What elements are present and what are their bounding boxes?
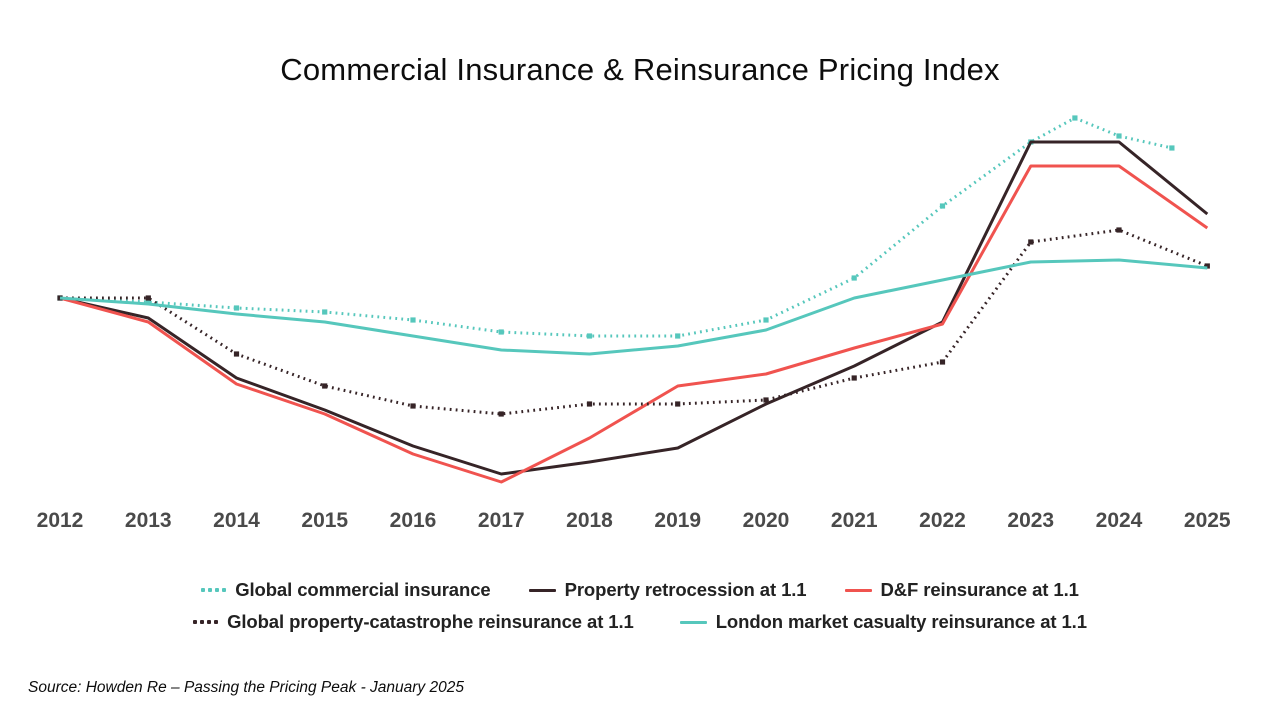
series-marker-global-commercial-insurance (939, 203, 946, 209)
series-marker-global-property-catastrophe-reinsurance-at-1-1 (1116, 227, 1122, 233)
legend-row-2: Global property-catastrophe reinsurance … (0, 611, 1280, 633)
legend-swatch-dotted-icon (201, 588, 227, 592)
x-axis-label-2022: 2022 (919, 509, 966, 532)
series-marker-global-commercial-insurance (851, 275, 857, 281)
legend-item-d-f-reinsurance-at-1-1: D&F reinsurance at 1.1 (844, 579, 1079, 601)
x-axis-label-2013: 2013 (124, 509, 172, 532)
legend-label: Global commercial insurance (235, 579, 491, 600)
series-marker-global-property-catastrophe-reinsurance-at-1-1 (939, 359, 946, 365)
series-line-global-commercial-insurance (59, 116, 1173, 338)
x-axis-label-2015: 2015 (301, 509, 349, 532)
series-marker-global-commercial-insurance (1116, 133, 1122, 139)
series-marker-global-property-catastrophe-reinsurance-at-1-1 (233, 351, 240, 357)
legend-item-global-commercial-insurance: Global commercial insurance (201, 579, 491, 601)
legend-swatch-solid-icon (679, 620, 707, 624)
chart-title: Commercial Insurance & Reinsurance Prici… (280, 52, 1000, 87)
legend-label: Property retrocession at 1.1 (564, 579, 807, 600)
series-line-london-market-casualty-reinsurance-at-1-1 (59, 258, 1208, 356)
series-marker-global-commercial-insurance (675, 333, 681, 339)
legend-item-london-market-casualty-reinsurance-at-1-1: London market casualty reinsurance at 1.… (679, 611, 1087, 633)
legend-row-1: Global commercial insurance Property retr… (0, 579, 1280, 601)
series-marker-global-property-catastrophe-reinsurance-at-1-1 (763, 397, 769, 403)
series-marker-global-commercial-insurance (410, 317, 416, 323)
series-marker-global-commercial-insurance (145, 299, 151, 305)
series-marker-global-property-catastrophe-reinsurance-at-1-1 (145, 295, 151, 301)
x-axis-label-2020: 2020 (742, 509, 790, 532)
series-marker-global-commercial-insurance (322, 309, 328, 315)
series-marker-global-property-catastrophe-reinsurance-at-1-1 (586, 401, 593, 407)
x-axis-label-2023: 2023 (1007, 509, 1055, 532)
series-line-global-property-catastrophe-reinsurance-at-1-1 (60, 228, 1208, 416)
series-marker-global-property-catastrophe-reinsurance-at-1-1 (322, 383, 328, 389)
series-marker-global-property-catastrophe-reinsurance-at-1-1 (410, 403, 416, 409)
series-line-d-f-reinsurance-at-1-1 (59, 164, 1209, 484)
series-marker-global-commercial-insurance (763, 317, 769, 323)
x-axis-label-2016: 2016 (389, 509, 437, 532)
source-note: Source: Howden Re – Passing the Pricing … (28, 679, 464, 696)
legend-label: London market casualty reinsurance at 1.… (715, 611, 1087, 632)
legend-swatch-dotted-icon (193, 620, 219, 624)
x-axis-label-2014: 2014 (213, 509, 260, 532)
legend-item-property-retrocession-at-1-1: Property retrocession at 1.1 (528, 579, 807, 601)
x-axis-label-2025: 2025 (1183, 509, 1231, 532)
legend-item-global-property-catastrophe-reinsurance-at-1-1: Global property-catastrophe reinsurance … (193, 611, 634, 633)
chart-plot-area (57, 115, 1210, 484)
legend-label: Global property-catastrophe reinsurance … (227, 611, 634, 632)
series-marker-global-property-catastrophe-reinsurance-at-1-1 (498, 411, 504, 417)
x-axis: 2012 2013 2014 2015 2016 2017 2018 2019 2020 2021… (0, 509, 1280, 539)
series-marker-global-property-catastrophe-reinsurance-at-1-1 (675, 401, 681, 407)
x-axis-label-2024: 2024 (1095, 509, 1143, 532)
series-marker-global-commercial-insurance (498, 329, 504, 335)
series-marker-global-commercial-insurance (1169, 145, 1175, 151)
x-axis-label-2017: 2017 (477, 509, 525, 532)
series-marker-global-property-catastrophe-reinsurance-at-1-1 (1204, 263, 1210, 269)
legend-swatch-solid-icon (844, 588, 872, 592)
x-axis-label-2019: 2019 (654, 509, 702, 532)
x-axis-label-2012: 2012 (36, 509, 84, 532)
legend-swatch-solid-icon (528, 588, 556, 592)
series-marker-global-commercial-insurance (586, 333, 593, 339)
series-line-property-retrocession-at-1-1 (59, 140, 1209, 476)
x-axis-label-2021: 2021 (830, 509, 878, 532)
series-marker-global-property-catastrophe-reinsurance-at-1-1 (851, 375, 857, 381)
legend-label: D&F reinsurance at 1.1 (880, 579, 1079, 600)
series-marker-global-commercial-insurance (1072, 115, 1078, 121)
series-marker-global-commercial-insurance (233, 305, 240, 311)
series-marker-global-property-catastrophe-reinsurance-at-1-1 (1028, 239, 1034, 245)
x-axis-label-2018: 2018 (566, 509, 613, 532)
